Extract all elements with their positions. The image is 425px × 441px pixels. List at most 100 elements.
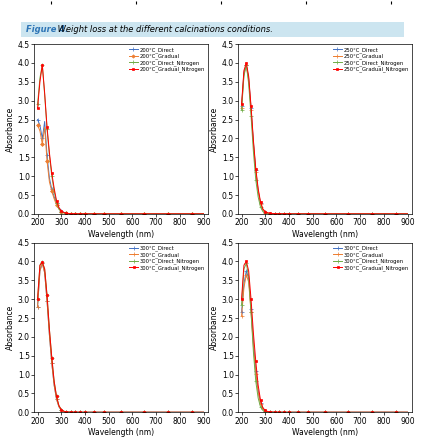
- 300°C_Direct_Nitrogen: [40, 259, 45, 265]
- Line: 200°C_Gradual_Nitrogen: 200°C_Gradual_Nitrogen: [36, 64, 205, 215]
- 300°C_Direct: [275, 410, 280, 415]
- 300°C_Gradual_Nitrogen: [381, 410, 386, 415]
- 250°C_Direct: [265, 210, 270, 216]
- 200°C_Direct: [68, 211, 73, 216]
- 300°C_Direct_Nitrogen: [249, 310, 254, 315]
- 300°C_Direct: [68, 410, 73, 415]
- 250°C_Direct: [255, 188, 261, 193]
- 200°C_Gradual_Nitrogen: [80, 211, 85, 217]
- 300°C_Gradual: [68, 410, 73, 415]
- 300°C_Gradual: [267, 409, 272, 415]
- 200°C_Gradual: [66, 211, 71, 216]
- 300°C_Direct_Nitrogen: [201, 410, 206, 415]
- Legend: 300°C_Direct, 300°C_Gradual, 300°C_Direct_Nitrogen, 300°C_Gradual_Nitrogen: 300°C_Direct, 300°C_Gradual, 300°C_Direc…: [128, 245, 206, 271]
- 300°C_Direct_Nitrogen: [63, 409, 68, 415]
- 200°C_Gradual_Nitrogen: [59, 208, 64, 213]
- 300°C_Direct: [47, 333, 52, 338]
- 250°C_Direct_Nitrogen: [286, 211, 292, 217]
- 300°C_Direct: [255, 388, 261, 393]
- 200°C_Direct: [37, 123, 42, 128]
- 200°C_Direct: [87, 211, 92, 217]
- 200°C_Direct_Nitrogen: [106, 211, 111, 217]
- Line: 250°C_Gradual_Nitrogen: 250°C_Gradual_Nitrogen: [240, 62, 409, 215]
- 250°C_Gradual: [239, 105, 244, 111]
- Line: 200°C_Direct_Nitrogen: 200°C_Direct_Nitrogen: [35, 63, 206, 216]
- 250°C_Gradual_Nitrogen: [246, 74, 251, 79]
- 250°C_Gradual: [249, 108, 254, 113]
- 200°C_Direct_Nitrogen: [142, 211, 147, 217]
- 300°C_Direct_Nitrogen: [310, 410, 315, 415]
- 250°C_Direct_Nitrogen: [296, 211, 301, 217]
- 250°C_Direct_Nitrogen: [253, 177, 258, 183]
- 200°C_Gradual: [59, 209, 64, 214]
- 200°C_Gradual: [153, 211, 159, 217]
- 300°C_Gradual: [357, 410, 363, 415]
- 300°C_Gradual: [118, 410, 123, 415]
- Line: 250°C_Gradual: 250°C_Gradual: [239, 63, 410, 216]
- 250°C_Gradual: [255, 189, 261, 194]
- 250°C_Gradual: [282, 211, 287, 217]
- 250°C_Direct_Nitrogen: [284, 211, 289, 217]
- 250°C_Gradual_Nitrogen: [381, 211, 386, 217]
- 300°C_Direct_Nitrogen: [393, 410, 398, 415]
- Line: 300°C_Gradual_Nitrogen: 300°C_Gradual_Nitrogen: [36, 261, 205, 414]
- Text: Weight loss at the different calcinations conditions.: Weight loss at the different calcination…: [55, 25, 273, 34]
- 300°C_Gradual_Nitrogen: [40, 259, 45, 265]
- 200°C_Direct_Nitrogen: [37, 75, 42, 81]
- 300°C_Direct: [40, 261, 45, 266]
- 250°C_Gradual_Nitrogen: [286, 211, 292, 217]
- 300°C_Gradual_Nitrogen: [393, 410, 398, 415]
- 300°C_Gradual: [263, 408, 268, 414]
- 300°C_Gradual: [241, 285, 246, 291]
- 300°C_Gradual_Nitrogen: [57, 403, 62, 408]
- 200°C_Gradual: [92, 211, 97, 217]
- 250°C_Gradual: [244, 62, 249, 67]
- 300°C_Direct: [405, 410, 410, 415]
- 200°C_Gradual_Nitrogen: [73, 211, 78, 217]
- 250°C_Gradual_Nitrogen: [310, 211, 315, 217]
- 250°C_Gradual_Nitrogen: [265, 210, 270, 215]
- 300°C_Gradual_Nitrogen: [334, 410, 339, 415]
- 250°C_Gradual_Nitrogen: [346, 211, 351, 217]
- 200°C_Direct_Nitrogen: [40, 62, 45, 67]
- 300°C_Gradual: [130, 410, 135, 415]
- 300°C_Gradual: [35, 304, 40, 309]
- Legend: 250°C_Direct, 250°C_Gradual, 250°C_Direct_Nitrogen, 250°C_Gradual_Nitrogen: 250°C_Direct, 250°C_Gradual, 250°C_Direc…: [332, 47, 410, 73]
- 200°C_Direct: [49, 187, 54, 192]
- 250°C_Gradual_Nitrogen: [284, 211, 289, 217]
- 300°C_Gradual_Nitrogen: [177, 410, 182, 415]
- 200°C_Direct_Nitrogen: [45, 126, 50, 131]
- 200°C_Direct_Nitrogen: [71, 211, 76, 217]
- 300°C_Direct: [282, 410, 287, 415]
- 200°C_Direct_Nitrogen: [47, 153, 52, 158]
- 250°C_Direct: [244, 62, 249, 67]
- 300°C_Direct_Nitrogen: [57, 403, 62, 408]
- 300°C_Gradual_Nitrogen: [92, 410, 97, 415]
- 200°C_Gradual: [177, 211, 182, 217]
- 300°C_Gradual_Nitrogen: [255, 382, 261, 388]
- 200°C_Gradual: [57, 206, 62, 212]
- 300°C_Gradual: [47, 333, 52, 338]
- 300°C_Gradual_Nitrogen: [300, 410, 306, 415]
- 300°C_Gradual: [40, 261, 45, 266]
- 250°C_Gradual: [246, 77, 251, 82]
- 300°C_Gradual: [78, 410, 83, 415]
- 300°C_Direct_Nitrogen: [381, 410, 386, 415]
- 300°C_Direct: [49, 361, 54, 366]
- 300°C_Direct_Nitrogen: [75, 410, 80, 415]
- 200°C_Direct_Nitrogen: [57, 206, 62, 212]
- 200°C_Gradual_Nitrogen: [37, 79, 42, 85]
- 300°C_Gradual_Nitrogen: [284, 410, 289, 415]
- 200°C_Direct_Nitrogen: [118, 211, 123, 217]
- 250°C_Gradual_Nitrogen: [272, 211, 277, 216]
- 250°C_Gradual_Nitrogen: [244, 60, 249, 66]
- 250°C_Direct_Nitrogen: [322, 211, 327, 217]
- 300°C_Gradual_Nitrogen: [296, 410, 301, 415]
- 300°C_Direct: [177, 410, 182, 415]
- 300°C_Gradual_Nitrogen: [106, 410, 111, 415]
- 250°C_Direct_Nitrogen: [261, 209, 266, 214]
- 300°C_Gradual: [96, 410, 102, 415]
- 200°C_Direct: [106, 211, 111, 217]
- 300°C_Direct: [393, 410, 398, 415]
- 250°C_Direct_Nitrogen: [277, 211, 282, 217]
